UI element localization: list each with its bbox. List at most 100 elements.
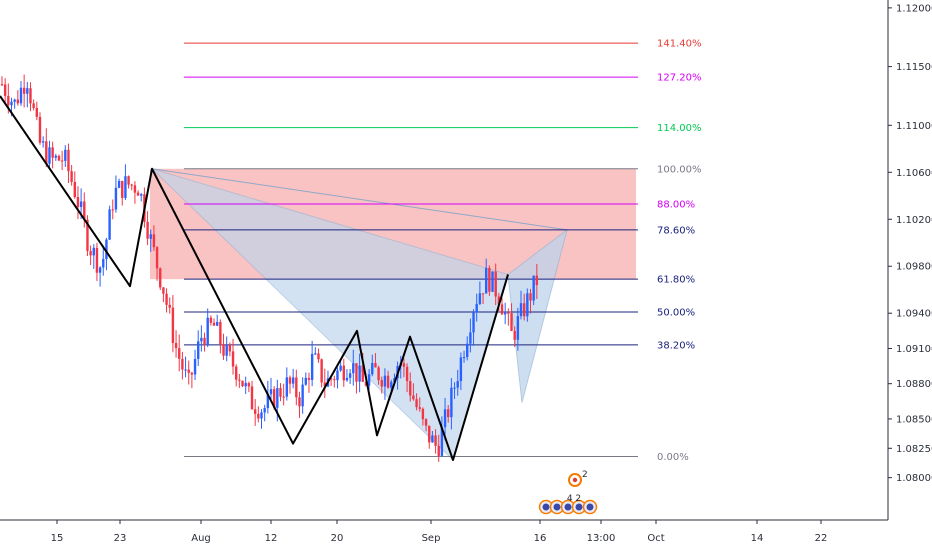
candle-body — [187, 369, 190, 373]
candle-body — [117, 180, 121, 188]
candle-body — [212, 322, 216, 326]
candle-body — [225, 344, 228, 356]
candle-body — [203, 337, 206, 345]
candle-body — [171, 307, 175, 343]
candle-body — [402, 363, 406, 367]
candle-body — [133, 185, 137, 193]
candle-body — [522, 303, 526, 317]
candle-body — [146, 221, 149, 239]
candle-body — [279, 388, 282, 397]
candle-body — [165, 293, 168, 305]
candle-body — [244, 383, 247, 387]
candle-body — [219, 321, 222, 345]
candle-body — [247, 383, 251, 387]
candle-body — [450, 387, 453, 418]
candle-body — [380, 380, 383, 387]
y-tick-label: 1.10200 — [896, 215, 932, 226]
candle-body — [206, 317, 209, 345]
candle-body — [500, 304, 504, 315]
candle-body — [174, 342, 178, 349]
candle-body — [456, 381, 459, 388]
candle-body — [437, 445, 440, 456]
candle-body — [440, 427, 444, 456]
candle-body — [253, 409, 257, 414]
candle-body — [272, 389, 276, 408]
candle-body — [155, 247, 159, 269]
candle-body — [478, 293, 482, 304]
y-tick-label: 1.12000 — [896, 3, 932, 14]
calendar-event-count: 4 2 — [567, 494, 581, 504]
candle-body — [48, 147, 51, 164]
event-marker-dot — [572, 477, 578, 483]
candle-body — [121, 180, 124, 198]
candle-body — [193, 358, 197, 375]
y-tick-label: 1.08800 — [896, 379, 932, 390]
candle-body — [86, 219, 89, 251]
candle-body — [529, 293, 532, 301]
candle-body — [481, 293, 485, 295]
calendar-event-dot — [586, 503, 594, 511]
candle-body — [35, 107, 39, 117]
candle-body — [51, 147, 54, 158]
calendar-event-dot — [542, 503, 550, 511]
candle-body — [45, 141, 48, 164]
x-tick-label: 15 — [51, 533, 64, 544]
candle-body — [282, 396, 285, 398]
candle-body — [19, 87, 23, 104]
candle-body — [535, 275, 539, 286]
x-tick-label: 20 — [331, 533, 344, 544]
fib-label: 141.40% — [657, 39, 702, 50]
y-tick-label: 1.09800 — [896, 262, 932, 273]
candle-body — [358, 365, 361, 382]
candle-body — [136, 192, 140, 196]
candle-body — [383, 375, 387, 387]
x-tick-label: 13:00 — [587, 533, 616, 544]
calendar-event-dot — [575, 503, 583, 511]
candle-body — [29, 88, 32, 104]
calendar-event-dot — [564, 503, 572, 511]
candle-body — [336, 370, 339, 381]
candle-body — [26, 88, 29, 94]
candle-body — [345, 377, 349, 381]
candle-body — [162, 287, 165, 294]
candle-body — [317, 353, 320, 360]
candle-body — [83, 201, 86, 220]
candle-body — [510, 313, 513, 331]
candle-body — [152, 234, 156, 248]
candle-body — [307, 377, 311, 380]
candle-body — [386, 375, 390, 388]
candle-body — [443, 409, 447, 428]
candle-body — [428, 425, 431, 443]
candle-body — [393, 378, 396, 382]
x-tick-label: Oct — [647, 533, 664, 544]
candle-body — [54, 155, 57, 158]
zigzag-pattern-line — [0, 95, 509, 462]
candle-body — [231, 351, 235, 367]
candle-body — [222, 344, 225, 356]
candle-body — [64, 149, 67, 161]
candle-body — [497, 296, 501, 305]
candle-body — [532, 275, 535, 301]
candle-body — [374, 363, 377, 368]
candle-body — [92, 247, 95, 256]
candle-body — [333, 379, 336, 381]
candle-body — [320, 359, 323, 383]
y-tick-label: 1.08000 — [896, 473, 932, 484]
candle-body — [263, 408, 266, 413]
candle-body — [241, 380, 244, 387]
candle-body — [519, 303, 523, 317]
candle-body — [459, 357, 463, 382]
y-tick-label: 1.10600 — [896, 168, 932, 179]
candle-body — [79, 201, 83, 207]
candle-body — [16, 99, 20, 104]
fib-label: 127.20% — [657, 73, 702, 84]
candle-body — [127, 176, 130, 185]
candle-body — [352, 363, 355, 374]
candle-body — [367, 374, 371, 386]
candle-body — [288, 377, 292, 384]
calendar-event-dot — [553, 503, 561, 511]
candle-body — [209, 317, 213, 323]
candle-body — [7, 95, 10, 106]
candle-body — [89, 250, 92, 256]
